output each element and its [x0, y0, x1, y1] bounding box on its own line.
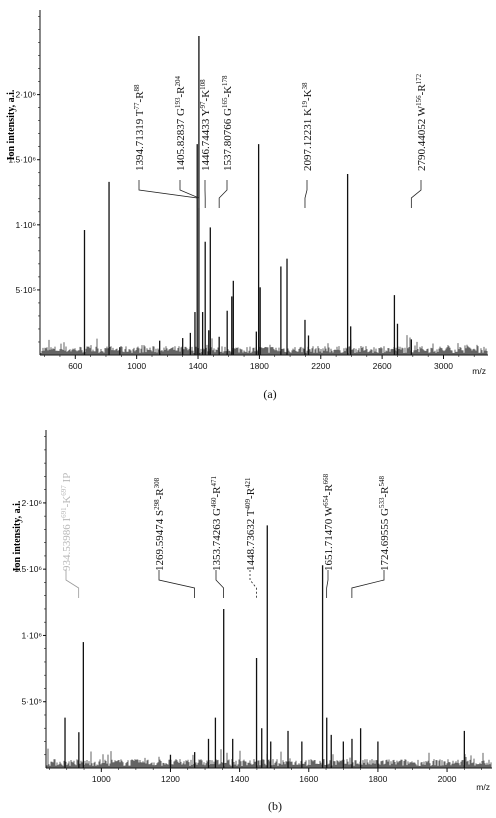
y-tick-label: 2·10⁶	[15, 90, 36, 100]
spectrum-panel-b: Ion intensity, a.i. 5·10⁵ 1·10⁶ 1.5·10⁶ 2·10…	[12, 430, 492, 813]
peak-leader-line	[351, 570, 385, 598]
x-tick-label: 1800	[250, 361, 269, 371]
peak-leader-line	[304, 180, 308, 208]
peak-leader-line	[249, 570, 257, 598]
peak-label: 1269.59474 S298-R308	[153, 477, 195, 598]
peak-label: 1405.82837 G193-R204	[174, 76, 200, 208]
peak-label-text: 1405.82837 G193-R204	[174, 76, 187, 171]
peak-label-text: 2097.12231 K19-K38	[301, 82, 314, 171]
x-tick-label: 1400	[230, 774, 249, 784]
peak-label: 1724.69555 G533-R548	[351, 476, 391, 598]
x-unit-label: m/z	[472, 366, 486, 376]
peak-leader-line	[215, 570, 225, 598]
peak-leader-line	[65, 570, 80, 598]
peak-label: 1651.71470 W654-R668	[322, 473, 335, 598]
peak-leader-line	[326, 570, 329, 598]
peak-label-text: 1537.80766 G165-K178	[221, 75, 234, 171]
peak-leader-line	[410, 180, 422, 208]
noise-baseline	[46, 748, 492, 768]
y-tick-label: 5·10⁵	[15, 285, 36, 295]
peak-label-text: 1651.71470 W654-R668	[322, 473, 335, 571]
noise-baseline	[40, 335, 488, 355]
y-tick-label: 2·10⁶	[21, 498, 42, 508]
y-axis-label: Ion intensity, a.i.	[6, 89, 17, 160]
panel-caption: (b)	[268, 799, 282, 813]
peak-leader-line	[158, 570, 195, 598]
peak-label-text: 1724.69555 G533-R548	[378, 476, 391, 571]
peak-label: 1537.80766 G165-K178	[218, 75, 234, 208]
peak-leader-line	[218, 180, 228, 208]
y-tick-label: 1·10⁶	[21, 630, 42, 640]
x-tick-label: 1600	[299, 774, 318, 784]
x-tick-label: 1200	[161, 774, 180, 784]
y-tick-label: 1.5·10⁶	[14, 564, 42, 574]
peak-label-text: 1353.74263 G460-R471	[210, 476, 223, 571]
y-tick-label: 5·10⁵	[21, 697, 42, 707]
peak-label-text: 1269.59474 S298-R308	[153, 477, 166, 571]
peak-label: 1446.74433 Y97-K108	[199, 79, 212, 208]
x-tick-label: 1000	[92, 774, 111, 784]
peak-label-text: 934.53986 I691-K697 IP	[60, 473, 73, 571]
peak-label-text: 1448.73632 T409-R421	[244, 477, 257, 571]
x-tick-label: 2600	[373, 361, 392, 371]
peak-label-text: 1394.71319 T77-R88	[133, 84, 146, 171]
x-tick-label: 1000	[127, 361, 146, 371]
peak-label: 2790.44052 W156-R172	[410, 73, 428, 208]
peak-label: 1394.71319 T77-R88	[133, 84, 198, 208]
x-tick-label: 1400	[189, 361, 208, 371]
x-tick-label: 3000	[434, 361, 453, 371]
peak-label: 1353.74263 G460-R471	[210, 476, 225, 598]
peak-label-text: 1446.74433 Y97-K108	[199, 79, 212, 171]
peak-label-text: 2790.44052 W156-R172	[415, 73, 428, 171]
peak-label: 2097.12231 K19-K38	[301, 82, 314, 208]
x-tick-label: 2200	[311, 361, 330, 371]
peak-label: 1448.73632 T409-R421	[244, 477, 257, 598]
y-tick-label: 1.5·10⁶	[8, 155, 36, 165]
y-tick-label: 1·10⁶	[15, 220, 36, 230]
peak-label: 934.53986 I691-K697 IP	[60, 473, 80, 598]
x-tick-label: 2000	[438, 774, 457, 784]
peak-leader-line	[138, 180, 198, 208]
spectrum-panel-a: Ion intensity, a.i. 5·10⁵ 1·10⁶ 1.5·10⁶ 2·10…	[6, 10, 488, 401]
x-tick-label: 1800	[368, 774, 387, 784]
peak-leader-line	[179, 180, 200, 208]
x-tick-label: 600	[68, 361, 82, 371]
x-unit-label: m/z	[476, 782, 490, 792]
panel-caption: (a)	[263, 387, 276, 401]
y-axis-label: Ion intensity, a.i.	[12, 500, 23, 571]
